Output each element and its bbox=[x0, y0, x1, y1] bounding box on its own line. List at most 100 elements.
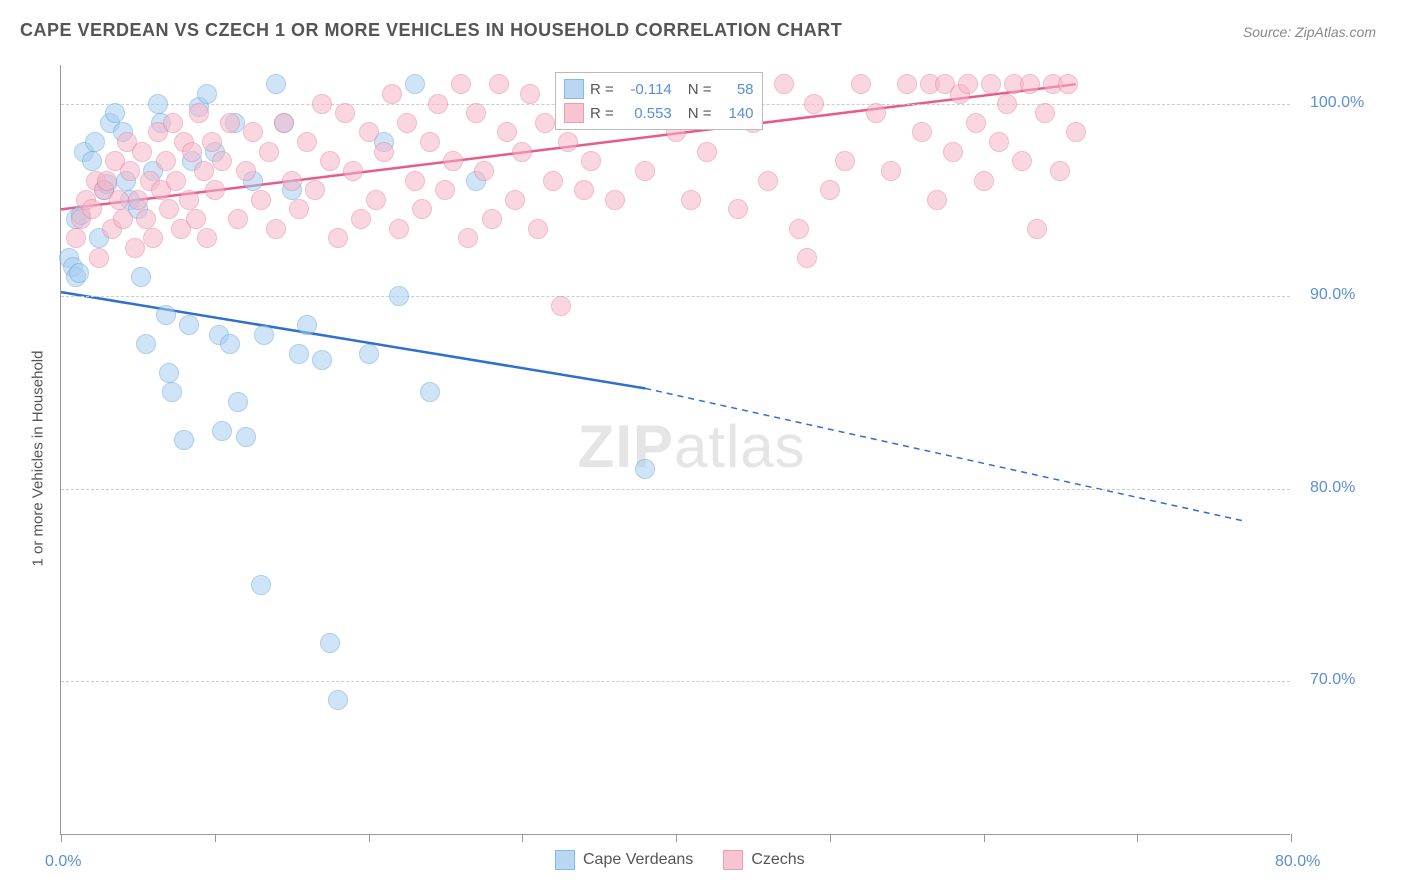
scatter-point bbox=[1020, 74, 1040, 94]
scatter-point bbox=[189, 103, 209, 123]
x-tick bbox=[984, 834, 985, 842]
scatter-point bbox=[143, 228, 163, 248]
y-axis-label: 1 or more Vehicles in Household bbox=[29, 351, 46, 567]
x-tick bbox=[1291, 834, 1292, 842]
scatter-point bbox=[194, 161, 214, 181]
scatter-point bbox=[681, 190, 701, 210]
scatter-point bbox=[697, 142, 717, 162]
scatter-point bbox=[82, 151, 102, 171]
scatter-point bbox=[389, 219, 409, 239]
scatter-point bbox=[297, 132, 317, 152]
scatter-point bbox=[1012, 151, 1032, 171]
scatter-point bbox=[179, 315, 199, 335]
scatter-point bbox=[156, 305, 176, 325]
scatter-point bbox=[366, 190, 386, 210]
chart-title: CAPE VERDEAN VS CZECH 1 OR MORE VEHICLES… bbox=[20, 20, 842, 41]
scatter-point bbox=[520, 84, 540, 104]
gridline-h bbox=[61, 681, 1290, 682]
scatter-point bbox=[105, 103, 125, 123]
scatter-point bbox=[1066, 122, 1086, 142]
plot-area: ZIPatlas bbox=[60, 65, 1290, 835]
scatter-point bbox=[505, 190, 525, 210]
scatter-point bbox=[163, 113, 183, 133]
scatter-point bbox=[443, 151, 463, 171]
scatter-point bbox=[866, 103, 886, 123]
stats-legend-row: R =-0.114N =58 bbox=[564, 77, 754, 101]
scatter-point bbox=[136, 209, 156, 229]
scatter-point bbox=[162, 382, 182, 402]
scatter-point bbox=[289, 344, 309, 364]
x-tick-label: 0.0% bbox=[45, 853, 81, 871]
series-legend-item: Czechs bbox=[723, 850, 804, 870]
scatter-point bbox=[166, 171, 186, 191]
scatter-point bbox=[320, 633, 340, 653]
scatter-point bbox=[312, 94, 332, 114]
n-value: 140 bbox=[718, 105, 754, 122]
scatter-point bbox=[382, 84, 402, 104]
scatter-point bbox=[497, 122, 517, 142]
watermark: ZIPatlas bbox=[578, 412, 806, 481]
scatter-point bbox=[489, 74, 509, 94]
scatter-point bbox=[428, 94, 448, 114]
scatter-point bbox=[420, 382, 440, 402]
scatter-point bbox=[851, 74, 871, 94]
scatter-point bbox=[254, 325, 274, 345]
scatter-point bbox=[82, 199, 102, 219]
scatter-point bbox=[289, 199, 309, 219]
stats-legend-row: R = 0.553 N = 140 bbox=[564, 101, 754, 125]
scatter-point bbox=[69, 263, 89, 283]
watermark-zip: ZIP bbox=[578, 413, 674, 480]
scatter-point bbox=[228, 392, 248, 412]
scatter-point bbox=[528, 219, 548, 239]
stats-legend: R =-0.114N =58 R = 0.553 N = 140 bbox=[555, 72, 763, 130]
scatter-point bbox=[97, 171, 117, 191]
scatter-point bbox=[989, 132, 1009, 152]
scatter-point bbox=[351, 209, 371, 229]
scatter-point bbox=[266, 219, 286, 239]
r-value: 0.553 bbox=[620, 105, 672, 122]
r-value: -0.114 bbox=[620, 81, 672, 98]
x-tick bbox=[369, 834, 370, 842]
scatter-point bbox=[197, 228, 217, 248]
scatter-point bbox=[243, 122, 263, 142]
scatter-point bbox=[512, 142, 532, 162]
legend-swatch bbox=[564, 103, 584, 123]
y-tick-label: 70.0% bbox=[1310, 671, 1355, 689]
scatter-point bbox=[128, 190, 148, 210]
scatter-point bbox=[981, 74, 1001, 94]
scatter-point bbox=[635, 459, 655, 479]
scatter-point bbox=[132, 142, 152, 162]
scatter-point bbox=[197, 84, 217, 104]
scatter-point bbox=[212, 421, 232, 441]
n-label: N = bbox=[688, 105, 712, 122]
scatter-point bbox=[389, 286, 409, 306]
scatter-point bbox=[1050, 161, 1070, 181]
gridline-h bbox=[61, 296, 1290, 297]
y-tick-label: 90.0% bbox=[1310, 286, 1355, 304]
scatter-point bbox=[789, 219, 809, 239]
series-legend-item: Cape Verdeans bbox=[555, 850, 693, 870]
scatter-point bbox=[220, 334, 240, 354]
scatter-point bbox=[89, 248, 109, 268]
scatter-point bbox=[558, 132, 578, 152]
scatter-point bbox=[251, 575, 271, 595]
series-name: Czechs bbox=[751, 851, 804, 869]
scatter-point bbox=[543, 171, 563, 191]
scatter-point bbox=[420, 132, 440, 152]
scatter-point bbox=[728, 199, 748, 219]
scatter-point bbox=[458, 228, 478, 248]
scatter-point bbox=[320, 151, 340, 171]
scatter-point bbox=[174, 430, 194, 450]
scatter-point bbox=[109, 190, 129, 210]
scatter-point bbox=[236, 161, 256, 181]
x-tick bbox=[830, 834, 831, 842]
scatter-point bbox=[66, 228, 86, 248]
scatter-point bbox=[359, 344, 379, 364]
series-name: Cape Verdeans bbox=[583, 851, 693, 869]
scatter-point bbox=[205, 180, 225, 200]
scatter-point bbox=[466, 103, 486, 123]
scatter-point bbox=[228, 209, 248, 229]
scatter-point bbox=[635, 161, 655, 181]
scatter-point bbox=[758, 171, 778, 191]
r-label: R = bbox=[590, 105, 614, 122]
